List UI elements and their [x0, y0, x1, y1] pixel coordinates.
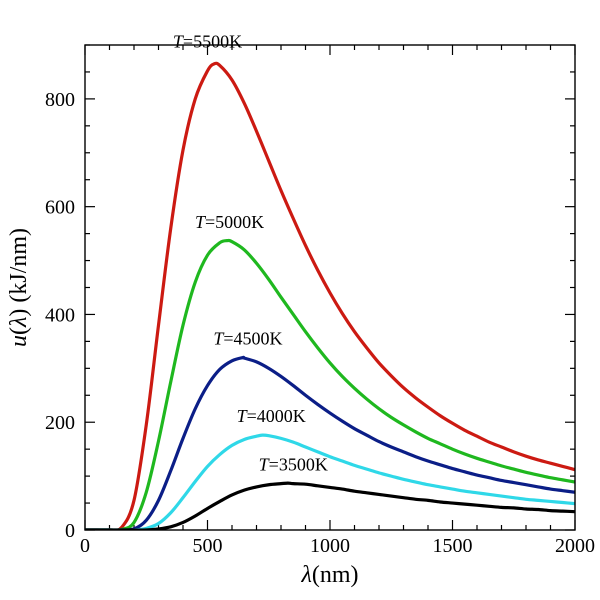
y-tick-label: 0	[65, 520, 75, 542]
series-label-T=3500K: T=3500K	[259, 455, 328, 475]
x-tick-label: 2000	[555, 535, 595, 557]
x-tick-label: 1000	[310, 535, 350, 557]
series-label-T=5500K: T=5500K	[173, 32, 242, 52]
x-axis-label: λ(nm)	[300, 562, 358, 588]
y-tick-label: 800	[45, 89, 75, 111]
y-axis-label: u(λ) (kJ/nm)	[6, 228, 32, 347]
y-tick-label: 400	[45, 304, 75, 326]
series-label-T=5000K: T=5000K	[195, 212, 264, 232]
y-tick-label: 600	[45, 197, 75, 219]
x-tick-label: 1500	[433, 535, 473, 557]
series-label-T=4000K: T=4000K	[237, 406, 306, 426]
x-tick-label: 0	[80, 535, 90, 557]
blackbody-chart: T=5500K T=5000K T=4500K T=4000K T=3500K 0 500 1…	[0, 0, 600, 600]
y-tick-label: 200	[45, 412, 75, 434]
series-label-T=4500K: T=4500K	[213, 329, 282, 349]
x-tick-label: 500	[193, 535, 223, 557]
chart-svg: T=5500K T=5000K T=4500K T=4000K T=3500K 0 500 1…	[0, 0, 600, 600]
